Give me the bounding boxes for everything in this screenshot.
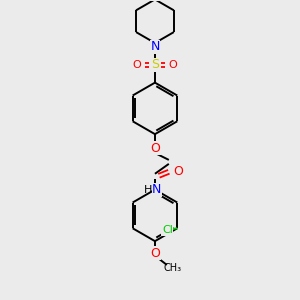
Text: O: O: [133, 60, 142, 70]
Text: O: O: [173, 165, 183, 178]
Text: O: O: [150, 142, 160, 154]
Text: N: N: [152, 183, 162, 196]
Text: CH₃: CH₃: [164, 263, 182, 273]
Text: O: O: [168, 60, 177, 70]
Text: Cl: Cl: [162, 225, 173, 235]
Text: H: H: [144, 184, 152, 195]
Text: N: N: [150, 40, 160, 53]
Text: O: O: [150, 247, 160, 260]
Text: S: S: [151, 58, 159, 71]
